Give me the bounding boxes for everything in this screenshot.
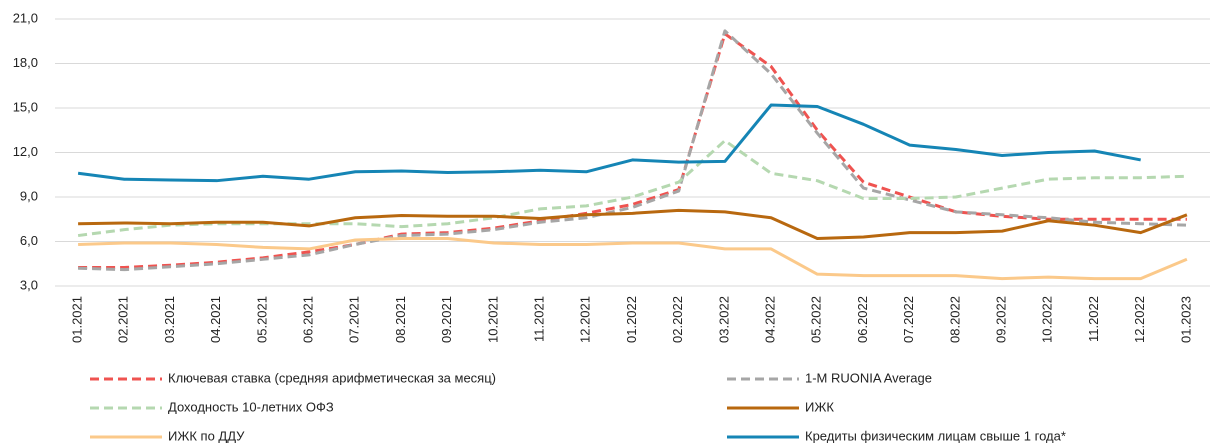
y-tick-label: 21,0: [13, 10, 38, 25]
legend-label: 1-M RUONIA Average: [805, 370, 932, 385]
x-tick-label: 06.2022: [855, 296, 870, 343]
legend-label: ИЖК: [805, 399, 834, 414]
x-tick-label: 02.2021: [116, 296, 131, 343]
x-tick-label: 09.2021: [439, 296, 454, 343]
legend-label: Доходность 10-летних ОФЗ: [168, 399, 334, 414]
series-line: [77, 103, 1141, 183]
x-tick-label: 12.2022: [1132, 296, 1147, 343]
legend-label: Ключевая ставка (средняя арифметическая …: [168, 370, 496, 385]
x-tick-label: 11.2022: [1086, 296, 1101, 342]
series-line: [78, 237, 1188, 281]
x-tick-label: 06.2021: [301, 296, 316, 343]
x-tick-label: 12.2021: [578, 296, 593, 343]
x-tick-label: 03.2022: [716, 296, 731, 343]
x-tick-label: 10.2022: [1040, 296, 1055, 343]
y-tick-label: 6,0: [20, 233, 38, 248]
x-tick-label: 02.2022: [670, 296, 685, 343]
x-tick-label: 01.2021: [70, 296, 85, 343]
x-tick-label: 05.2022: [809, 296, 824, 343]
x-tick-label: 04.2022: [763, 296, 778, 343]
x-tick-label: 07.2021: [347, 296, 362, 343]
x-tick-label: 11.2021: [532, 296, 547, 342]
series-line: [78, 32, 1187, 269]
x-tick-label: 08.2022: [947, 296, 962, 343]
x-tick-label: 07.2022: [901, 296, 916, 343]
x-tick-label: 03.2021: [162, 296, 177, 343]
x-tick-label: 04.2021: [208, 296, 223, 343]
y-tick-label: 18,0: [13, 55, 38, 70]
x-tick-label: 05.2021: [254, 296, 269, 343]
x-tick-label: 01.2023: [1178, 296, 1193, 343]
series-line: [78, 29, 1187, 272]
x-tick-label: 10.2021: [485, 296, 500, 343]
y-tick-label: 9,0: [20, 188, 38, 203]
series-line: [78, 208, 1188, 241]
y-tick-label: 3,0: [20, 277, 38, 292]
x-tick-label: 08.2021: [393, 296, 408, 343]
x-tick-label: 09.2022: [994, 296, 1009, 343]
x-tick-label: 01.2022: [624, 296, 639, 343]
y-tick-label: 15,0: [13, 99, 38, 114]
legend-label: Кредиты физическим лицам свыше 1 года*: [805, 428, 1066, 443]
y-tick-label: 12,0: [13, 144, 38, 159]
legend-label: ИЖК по ДДУ: [168, 428, 245, 443]
